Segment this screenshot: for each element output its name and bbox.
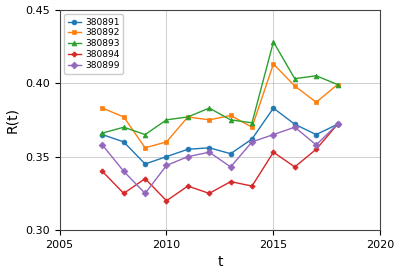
380892 bbox=[100, 106, 105, 110]
Y-axis label: R(t): R(t) bbox=[6, 107, 20, 133]
380891 bbox=[207, 146, 212, 149]
380893 bbox=[228, 118, 233, 122]
380892 bbox=[292, 84, 297, 88]
380892 bbox=[207, 118, 212, 122]
380899 bbox=[121, 170, 126, 173]
X-axis label: t: t bbox=[217, 255, 223, 270]
380891 bbox=[164, 155, 169, 158]
380891 bbox=[186, 148, 190, 151]
380894 bbox=[314, 148, 318, 151]
380893 bbox=[164, 118, 169, 122]
380899 bbox=[250, 140, 254, 144]
380891 bbox=[100, 133, 105, 136]
380893 bbox=[292, 77, 297, 80]
380899 bbox=[164, 164, 169, 167]
380892 bbox=[121, 115, 126, 119]
Legend: 380891, 380892, 380893, 380894, 380899: 380891, 380892, 380893, 380894, 380899 bbox=[64, 14, 123, 73]
380891 bbox=[228, 152, 233, 155]
380893 bbox=[100, 131, 105, 135]
380894 bbox=[143, 177, 148, 180]
380894 bbox=[292, 165, 297, 169]
380892 bbox=[164, 140, 169, 144]
380899 bbox=[314, 143, 318, 147]
380899 bbox=[228, 165, 233, 169]
380894 bbox=[164, 199, 169, 202]
380899 bbox=[207, 151, 212, 154]
380893 bbox=[186, 115, 190, 119]
380899 bbox=[292, 126, 297, 129]
380892 bbox=[143, 146, 148, 149]
380893 bbox=[314, 74, 318, 77]
380894 bbox=[100, 170, 105, 173]
380892 bbox=[335, 83, 340, 86]
380892 bbox=[250, 126, 254, 129]
380891 bbox=[292, 123, 297, 126]
Line: 380892: 380892 bbox=[100, 62, 340, 150]
380899 bbox=[143, 192, 148, 195]
380893 bbox=[207, 106, 212, 110]
380899 bbox=[186, 155, 190, 158]
380891 bbox=[143, 162, 148, 166]
Line: 380899: 380899 bbox=[100, 122, 340, 196]
380892 bbox=[228, 114, 233, 117]
380893 bbox=[335, 83, 340, 86]
380891 bbox=[250, 137, 254, 141]
380891 bbox=[335, 123, 340, 126]
380894 bbox=[271, 151, 276, 154]
380893 bbox=[250, 121, 254, 125]
380892 bbox=[186, 115, 190, 119]
Line: 380891: 380891 bbox=[100, 106, 340, 166]
Line: 380894: 380894 bbox=[100, 122, 340, 203]
380894 bbox=[121, 192, 126, 195]
380891 bbox=[271, 106, 276, 110]
380894 bbox=[186, 185, 190, 188]
380894 bbox=[207, 192, 212, 195]
380894 bbox=[250, 185, 254, 188]
380894 bbox=[228, 180, 233, 183]
380891 bbox=[121, 140, 126, 144]
380899 bbox=[335, 123, 340, 126]
380893 bbox=[143, 133, 148, 136]
380893 bbox=[271, 40, 276, 43]
380899 bbox=[100, 143, 105, 147]
380892 bbox=[314, 101, 318, 104]
380893 bbox=[121, 126, 126, 129]
380891 bbox=[314, 133, 318, 136]
Line: 380893: 380893 bbox=[100, 40, 340, 137]
380899 bbox=[271, 133, 276, 136]
380892 bbox=[271, 62, 276, 66]
380894 bbox=[335, 123, 340, 126]
